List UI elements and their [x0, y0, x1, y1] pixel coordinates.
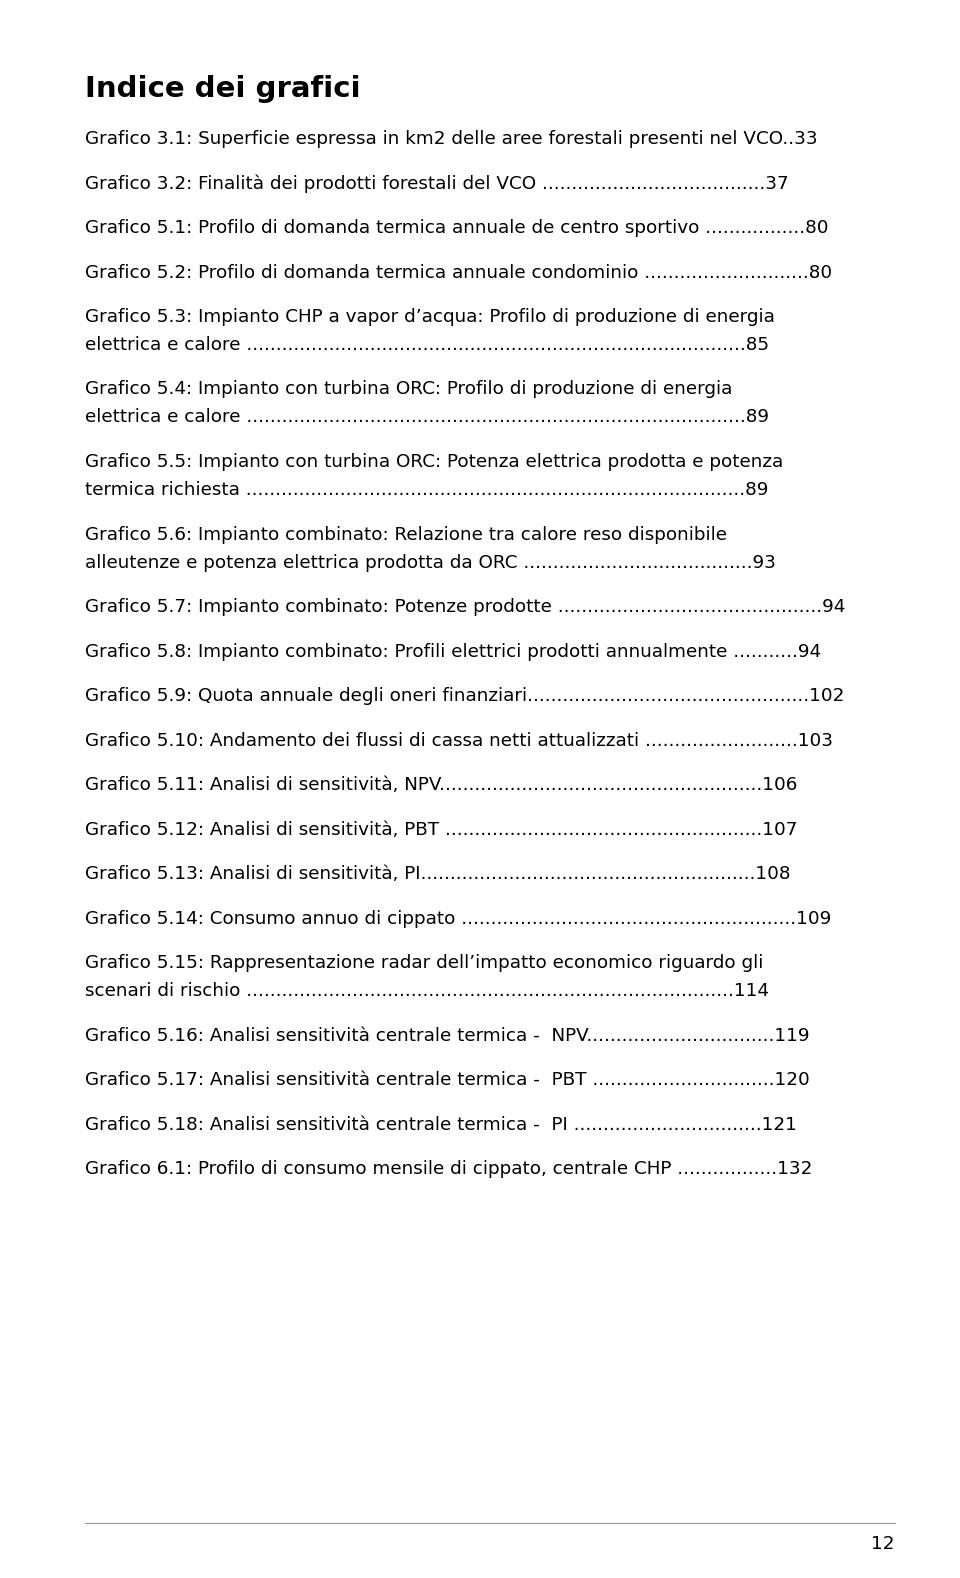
Text: Grafico 3.1: Superficie espressa in km2 delle aree forestali presenti nel VCO..3: Grafico 3.1: Superficie espressa in km2 …: [85, 129, 818, 148]
Text: termica richiesta ..............................................................: termica richiesta ......................…: [85, 481, 768, 499]
Text: alleutenze e potenza elettrica prodotta da ORC .................................: alleutenze e potenza elettrica prodotta …: [85, 554, 776, 571]
Text: 12: 12: [872, 1535, 895, 1553]
Text: Grafico 5.9: Quota annuale degli oneri finanziari...............................: Grafico 5.9: Quota annuale degli oneri f…: [85, 686, 845, 705]
Text: Grafico 3.2: Finalità dei prodotti forestali del VCO ...........................: Grafico 3.2: Finalità dei prodotti fores…: [85, 175, 789, 193]
Text: Grafico 5.4: Impianto con turbina ORC: Profilo di produzione di energia: Grafico 5.4: Impianto con turbina ORC: P…: [85, 380, 732, 399]
Text: Indice dei grafici: Indice dei grafici: [85, 76, 361, 103]
Text: Grafico 5.7: Impianto combinato: Potenze prodotte ..............................: Grafico 5.7: Impianto combinato: Potenze…: [85, 598, 846, 615]
Text: Grafico 5.6: Impianto combinato: Relazione tra calore reso disponibile: Grafico 5.6: Impianto combinato: Relazio…: [85, 525, 727, 543]
Text: elettrica e calore .............................................................: elettrica e calore .....................…: [85, 409, 769, 426]
Text: scenari di rischio .............................................................: scenari di rischio .....................…: [85, 982, 769, 1000]
Text: Grafico 5.16: Analisi sensitività centrale termica -  NPV.......................: Grafico 5.16: Analisi sensitività centra…: [85, 1027, 809, 1045]
Text: Grafico 5.13: Analisi di sensitività, PI........................................: Grafico 5.13: Analisi di sensitività, PI…: [85, 865, 790, 884]
Text: Grafico 5.3: Impianto CHP a vapor d’acqua: Profilo di produzione di energia: Grafico 5.3: Impianto CHP a vapor d’acqu…: [85, 308, 775, 327]
Text: Grafico 5.18: Analisi sensitività centrale termica -  PI .......................: Grafico 5.18: Analisi sensitività centra…: [85, 1116, 797, 1133]
Text: Grafico 5.5: Impianto con turbina ORC: Potenza elettrica prodotta e potenza: Grafico 5.5: Impianto con turbina ORC: P…: [85, 453, 783, 470]
Text: Grafico 5.11: Analisi di sensitività, NPV.......................................: Grafico 5.11: Analisi di sensitività, NP…: [85, 776, 798, 794]
Text: Grafico 5.8: Impianto combinato: Profili elettrici prodotti annualmente ........: Grafico 5.8: Impianto combinato: Profili…: [85, 642, 821, 661]
Text: Grafico 5.15: Rappresentazione radar dell’impatto economico riguardo gli: Grafico 5.15: Rappresentazione radar del…: [85, 955, 763, 972]
Text: Grafico 5.17: Analisi sensitività centrale termica -  PBT ......................: Grafico 5.17: Analisi sensitività centra…: [85, 1071, 809, 1089]
Text: elettrica e calore .............................................................: elettrica e calore .....................…: [85, 336, 769, 353]
Text: Grafico 6.1: Profilo di consumo mensile di cippato, centrale CHP ...............: Grafico 6.1: Profilo di consumo mensile …: [85, 1160, 812, 1179]
Text: Grafico 5.1: Profilo di domanda termica annuale de centro sportivo .............: Grafico 5.1: Profilo di domanda termica …: [85, 219, 828, 237]
Text: Grafico 5.14: Consumo annuo di cippato .........................................: Grafico 5.14: Consumo annuo di cippato .…: [85, 909, 831, 928]
Text: Grafico 5.2: Profilo di domanda termica annuale condominio .....................: Grafico 5.2: Profilo di domanda termica …: [85, 264, 832, 281]
Text: Grafico 5.10: Andamento dei flussi di cassa netti attualizzati .................: Grafico 5.10: Andamento dei flussi di ca…: [85, 732, 833, 750]
Text: Grafico 5.12: Analisi di sensitività, PBT ......................................: Grafico 5.12: Analisi di sensitività, PB…: [85, 821, 798, 838]
